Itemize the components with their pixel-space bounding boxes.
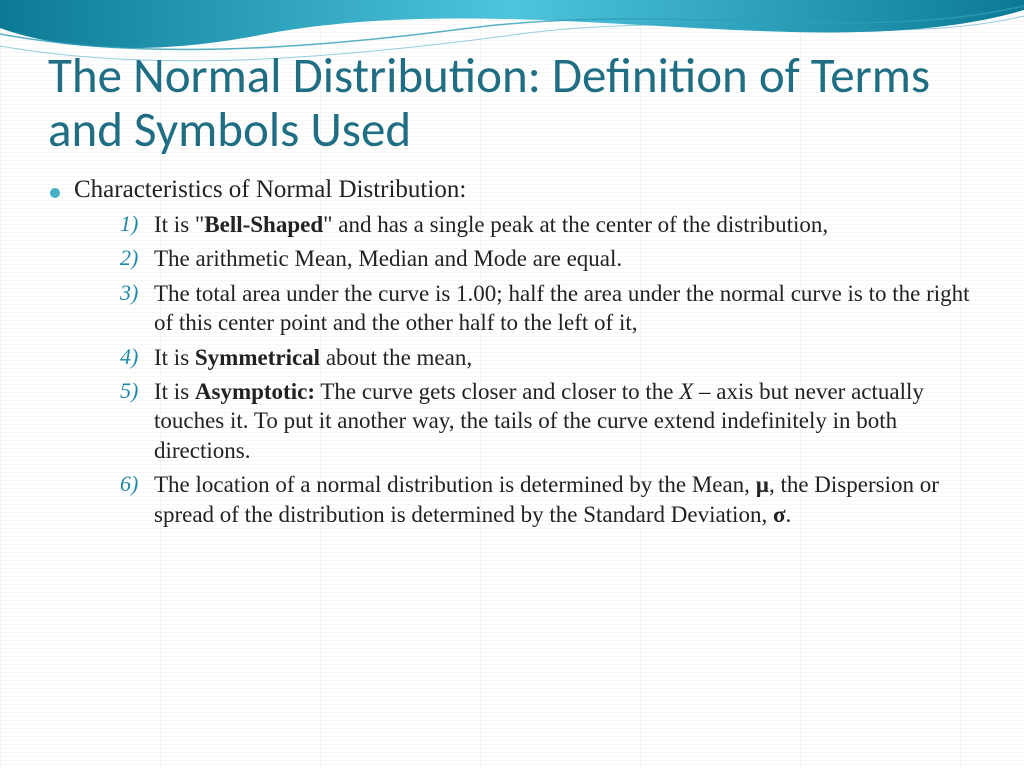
list-item: 4) It is Symmetrical about the mean, xyxy=(120,343,976,372)
item-number: 1) xyxy=(120,210,138,238)
lead-bullet: Characteristics of Normal Distribution: xyxy=(48,176,976,204)
bullet-icon xyxy=(50,188,60,198)
item-number: 6) xyxy=(120,470,138,498)
numbered-list: 1) It is "Bell-Shaped" and has a single p… xyxy=(48,210,976,529)
slide-title: The Normal Distribution: Definition of T… xyxy=(48,50,976,158)
item-text: The location of a normal distribution is… xyxy=(154,472,939,526)
item-text: It is "Bell-Shaped" and has a single pea… xyxy=(154,212,828,237)
list-item: 2) The arithmetic Mean, Median and Mode a… xyxy=(120,244,976,273)
item-text: The arithmetic Mean, Median and Mode are… xyxy=(154,246,622,271)
item-text: It is Symmetrical about the mean, xyxy=(154,345,472,370)
slide-content: The Normal Distribution: Definition of T… xyxy=(0,0,1024,529)
item-number: 4) xyxy=(120,343,138,371)
item-number: 3) xyxy=(120,279,138,307)
list-item: 5) It is Asymptotic: The curve gets close… xyxy=(120,377,976,465)
item-text: It is Asymptotic: The curve gets closer … xyxy=(154,379,924,463)
list-item: 3) The total area under the curve is 1.00… xyxy=(120,279,976,338)
list-item: 1) It is "Bell-Shaped" and has a single p… xyxy=(120,210,976,239)
item-number: 2) xyxy=(120,244,138,272)
list-item: 6) The location of a normal distribution … xyxy=(120,470,976,529)
lead-text: Characteristics of Normal Distribution: xyxy=(74,176,466,204)
item-number: 5) xyxy=(120,377,138,405)
item-text: The total area under the curve is 1.00; … xyxy=(154,281,970,335)
